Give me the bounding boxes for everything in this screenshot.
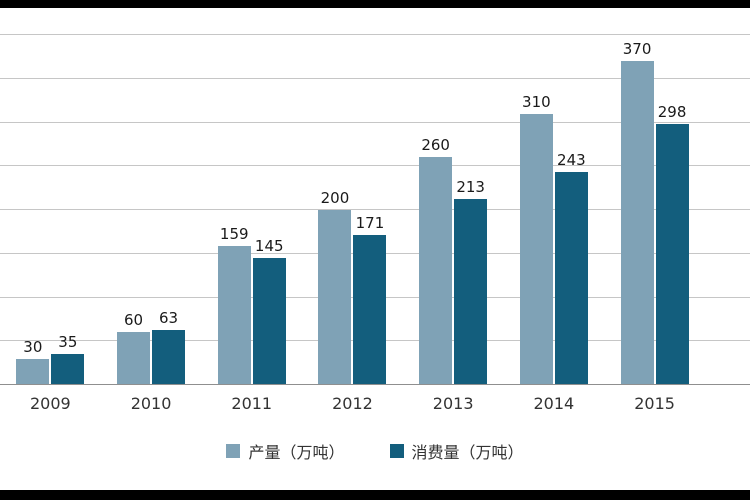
bar-consumption [655,124,689,385]
legend-item-production: 产量（万吨） [226,439,345,463]
bar-value-label: 243 [557,151,586,169]
bar-chart: 30 35 60 63 159 145 200 171 260 213 310 243 370 298 2… [0,8,750,463]
bar-groups: 30 35 60 63 159 145 200 171 260 213 310 243 370 298 [0,35,750,385]
bar-wrap-consumption: 145 [252,237,286,385]
bar-production [16,359,50,385]
bar-wrap-consumption: 243 [554,151,588,385]
letterbox-bottom-bar [0,490,750,500]
bar-value-label: 63 [159,309,179,327]
bar-production [318,210,352,385]
bar-wrap-production: 159 [217,225,251,385]
legend-swatch-production [226,444,241,458]
bar-wrap-production: 200 [318,189,352,385]
bar-wrap-production: 310 [519,93,553,385]
bar-consumption [51,354,85,385]
bar-production [620,61,654,385]
bar-wrap-production: 60 [117,311,151,385]
bar-group: 310 243 [518,95,590,385]
x-tick-label: 2011 [231,394,273,413]
gridline [0,77,750,79]
bar-consumption [454,199,488,385]
bar-group: 260 213 [417,138,489,385]
bar-wrap-consumption: 63 [152,309,186,385]
legend-swatch-consumption [389,444,404,458]
legend-item-consumption: 消费量（万吨） [389,439,524,463]
bar-consumption [353,235,387,385]
x-tick-label: 2010 [130,394,172,413]
bar-group: 200 171 [316,191,388,385]
bar-value-label: 159 [219,225,249,243]
bar-value-label: 60 [124,311,144,329]
bar-production [117,332,151,385]
bar-production [217,246,251,385]
legend-label-production: 产量（万吨） [248,443,345,462]
bar-consumption [152,330,186,385]
bar-wrap-consumption: 213 [454,178,488,385]
x-tick-label: 2012 [332,394,373,413]
bar-value-label: 171 [355,214,385,232]
bar-consumption [252,258,286,385]
bar-value-label: 370 [622,40,652,58]
bar-value-label: 145 [254,237,284,255]
bar-production [519,114,553,385]
x-tick-label: 2009 [29,394,71,413]
bar-production [419,157,453,385]
x-axis-labels: 2009 2010 2011 2012 2013 2014 2015 [0,394,750,413]
bar-value-label: 213 [456,178,485,196]
bar-group: 30 35 [14,335,86,385]
bar-wrap-production: 370 [620,40,654,385]
bar-wrap-consumption: 171 [353,214,387,385]
gridline [0,121,750,123]
bar-value-label: 260 [421,136,450,154]
bar-wrap-production: 30 [16,338,50,385]
gridline [0,34,750,35]
bar-value-label: 298 [657,103,687,121]
gridline [0,209,750,210]
plot-area: 30 35 60 63 159 145 200 171 260 213 310 243 370 298 [0,34,750,385]
bar-group: 60 63 [115,311,187,385]
bar-wrap-consumption: 35 [51,333,85,385]
x-tick-label: 2013 [432,394,474,413]
bar-value-label: 310 [522,93,551,111]
x-tick-label: 2015 [634,394,675,413]
legend-label-consumption: 消费量（万吨） [411,443,524,462]
x-axis-line [0,384,750,385]
letterbox-top-bar [0,0,750,8]
x-tick-label: 2014 [533,394,575,413]
chart-legend: 产量（万吨） 消费量（万吨） [0,439,750,463]
bar-group: 370 298 [619,42,691,385]
bar-group: 159 145 [216,227,288,385]
bar-wrap-consumption: 298 [655,103,689,385]
bar-consumption [554,172,588,385]
gridline [0,165,750,167]
bar-wrap-production: 260 [419,136,453,385]
bar-value-label: 35 [58,333,78,351]
bar-value-label: 30 [23,338,43,356]
bar-value-label: 200 [320,189,350,207]
